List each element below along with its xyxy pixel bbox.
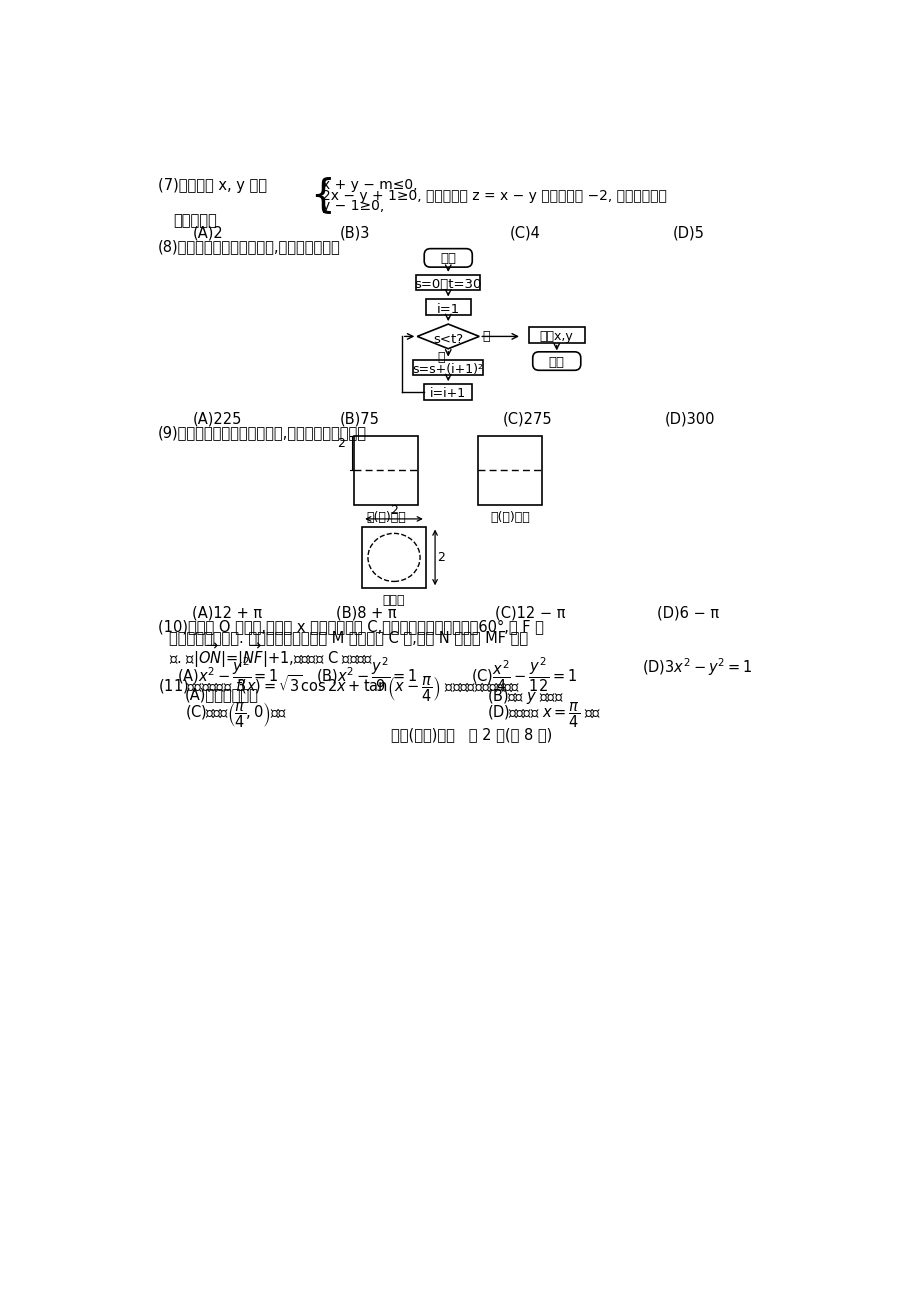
- Bar: [528, 327, 584, 342]
- Text: 点. 若|$\overrightarrow{ON}$|=|$\overrightarrow{NF}$|+1,则双曲线 C 的方程为: 点. 若|$\overrightarrow{ON}$|=|$\overright…: [169, 642, 373, 671]
- Bar: [424, 384, 471, 400]
- Bar: [425, 299, 471, 315]
- Bar: [413, 359, 482, 375]
- Text: (C)12 − π: (C)12 − π: [494, 605, 564, 620]
- Text: 数学(文科)试题   第 2 页(共 8 页): 数学(文科)试题 第 2 页(共 8 页): [391, 728, 551, 742]
- Text: (A)12 + π: (A)12 + π: [192, 605, 262, 620]
- Text: 的最大值是: 的最大值是: [173, 214, 217, 228]
- Text: (D)6 − π: (D)6 − π: [657, 605, 719, 620]
- Text: (7)已知实数 x, y 满足: (7)已知实数 x, y 满足: [157, 178, 267, 193]
- Polygon shape: [417, 324, 479, 349]
- Text: (B)8 + π: (B)8 + π: [335, 605, 396, 620]
- Text: 是: 是: [437, 352, 445, 365]
- Text: (C)4: (C)4: [510, 225, 540, 241]
- Text: (A)2: (A)2: [192, 225, 223, 241]
- Text: (10)以原点 O 为中心,焦点在 x 轴上的双曲线 C,有一条渐近线的倾斜角为60°,点 F 是: (10)以原点 O 为中心,焦点在 x 轴上的双曲线 C,有一条渐近线的倾斜角为…: [157, 618, 543, 634]
- FancyBboxPatch shape: [424, 249, 471, 267]
- Text: y − 1≥0,: y − 1≥0,: [322, 199, 384, 214]
- Text: s=s+(i+1)²: s=s+(i+1)²: [413, 362, 483, 375]
- Text: (D)300: (D)300: [664, 411, 715, 426]
- Text: (C)$\dfrac{x^2}{4} - \dfrac{y^2}{12} = 1$: (C)$\dfrac{x^2}{4} - \dfrac{y^2}{12} = 1…: [471, 656, 577, 694]
- Text: (D)$3x^2 - y^2 = 1$: (D)$3x^2 - y^2 = 1$: [641, 656, 752, 677]
- Text: (C)275: (C)275: [502, 411, 551, 426]
- Text: 该双曲线的右焦点. 位于第一象限内的点 M 在双曲线 C 上,且点 N 是线段 MF 的中: 该双曲线的右焦点. 位于第一象限内的点 M 在双曲线 C 上,且点 N 是线段 …: [169, 630, 528, 646]
- Text: 2: 2: [337, 437, 345, 450]
- Bar: [416, 275, 480, 290]
- Text: (B)关于 $y$ 轴对称: (B)关于 $y$ 轴对称: [486, 686, 563, 706]
- Text: (A)$x^2 - \dfrac{y^2}{3} = 1$: (A)$x^2 - \dfrac{y^2}{3} = 1$: [176, 656, 278, 694]
- Text: (11)下列关于函数 $f(x) = \sqrt{3}\cos 2x + \tan\!\left(x - \dfrac{\pi}{4}\right)$ 的图象的: (11)下列关于函数 $f(x) = \sqrt{3}\cos 2x + \ta…: [157, 673, 519, 703]
- Text: (9)某几何体的三视图如图所示,则该几何体的体积为: (9)某几何体的三视图如图所示,则该几何体的体积为: [157, 424, 367, 440]
- Text: x + y − m≤0,: x + y − m≤0,: [322, 178, 417, 191]
- FancyBboxPatch shape: [532, 352, 580, 370]
- Text: (C)关于点$\left(\dfrac{\pi}{4},0\right)$对称: (C)关于点$\left(\dfrac{\pi}{4},0\right)$对称: [185, 700, 287, 730]
- Text: (B)3: (B)3: [339, 225, 369, 241]
- Text: 2x − y + 1≥0, 若目标函数 z = x − y 的最小值是 −2, 则此目标函数: 2x − y + 1≥0, 若目标函数 z = x − y 的最小值是 −2, …: [322, 189, 666, 203]
- Text: i=1: i=1: [437, 302, 460, 315]
- Text: 2: 2: [390, 504, 398, 517]
- Text: 开始: 开始: [440, 253, 456, 266]
- Text: (8)执行如图所示的程序框图,则输出的结果是: (8)执行如图所示的程序框图,则输出的结果是: [157, 240, 340, 254]
- Text: (B)$x^2 - \dfrac{y^2}{9} = 1$: (B)$x^2 - \dfrac{y^2}{9} = 1$: [316, 656, 418, 694]
- Text: (A)225: (A)225: [192, 411, 242, 426]
- Text: 结束: 结束: [548, 357, 564, 370]
- Text: 否: 否: [482, 331, 489, 344]
- Text: (D)关于直线 $x = \dfrac{\pi}{4}$ 对称: (D)关于直线 $x = \dfrac{\pi}{4}$ 对称: [486, 700, 601, 730]
- Text: 2: 2: [437, 551, 445, 564]
- Text: 俯视图: 俯视图: [382, 595, 404, 607]
- Text: (A)关于原点对称: (A)关于原点对称: [185, 686, 258, 702]
- Text: 正(主)视图: 正(主)视图: [366, 512, 405, 525]
- Text: s=0，t=30: s=0，t=30: [414, 277, 482, 290]
- Text: {: {: [310, 176, 335, 215]
- Text: i=i+1: i=i+1: [430, 387, 466, 400]
- Text: 侧(左)视图: 侧(左)视图: [490, 512, 529, 525]
- Text: s<t?: s<t?: [433, 333, 463, 346]
- Text: (B)75: (B)75: [339, 411, 380, 426]
- Text: (D)5: (D)5: [673, 225, 704, 241]
- Text: 输出x,y: 输出x,y: [539, 331, 573, 344]
